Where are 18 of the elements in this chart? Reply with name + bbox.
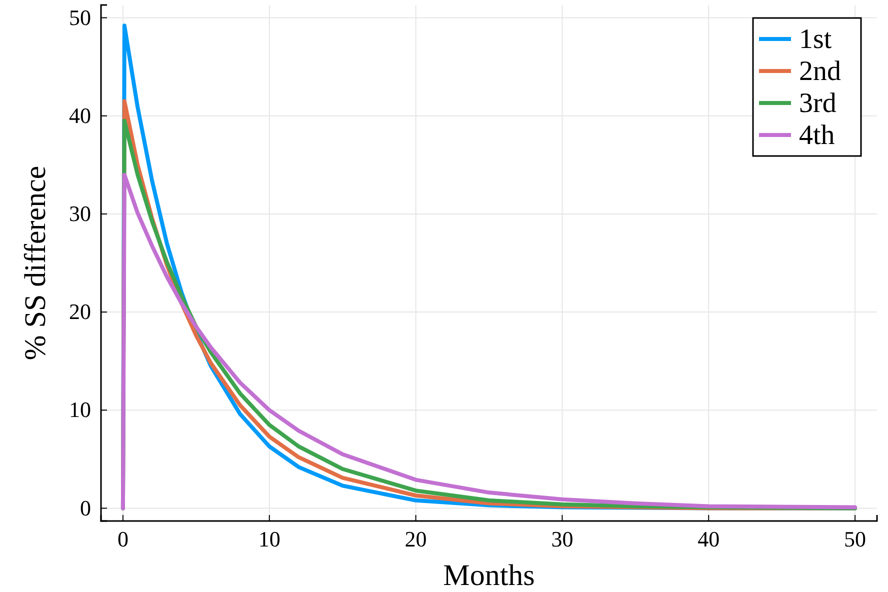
x-tick-label: 20 [404,526,427,552]
x-tick-label: 40 [698,526,720,552]
legend-label: 1st [799,24,832,55]
legend-label: 4th [799,120,835,151]
x-axis-title: Months [443,559,535,592]
y-tick-label: 0 [80,495,91,520]
y-tick-label: 40 [69,102,91,128]
x-tick-label: 50 [844,526,866,552]
legend-label: 2nd [799,56,841,87]
x-tick-label: 10 [258,526,280,552]
legend-label: 3rd [799,88,836,119]
y-tick-label: 20 [69,299,91,324]
y-tick-label: 10 [69,397,91,422]
x-tick-label: 0 [117,526,128,552]
x-tick-label: 30 [551,526,574,552]
y-tick-label: 50 [69,4,91,30]
y-tick-label: 30 [69,200,91,226]
y-axis-title: % SS difference [19,166,52,360]
